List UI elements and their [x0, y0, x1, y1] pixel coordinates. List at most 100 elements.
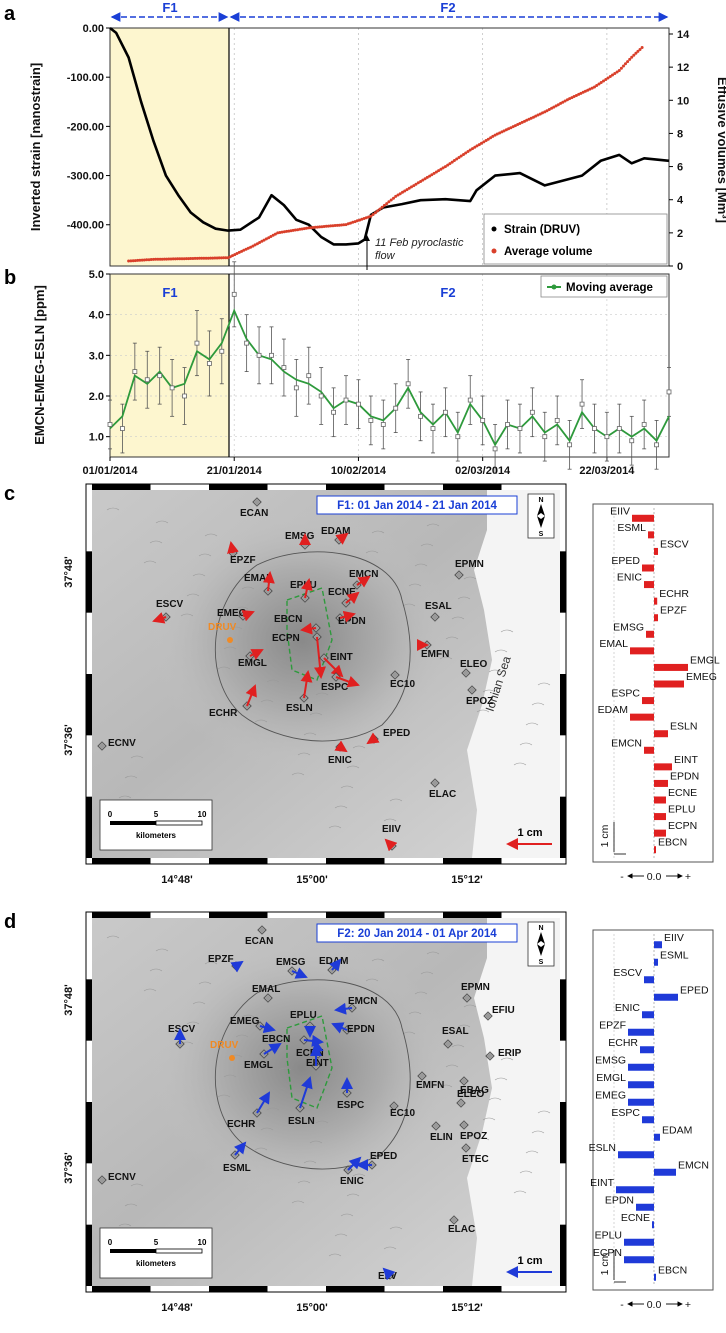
station-marker	[263, 993, 273, 1003]
bar-label: EMGL	[596, 1072, 626, 1084]
station-label: EPDN	[347, 1024, 375, 1035]
data-point	[405, 381, 411, 387]
terrain-hatch	[260, 1127, 274, 1131]
volume-point	[410, 185, 413, 189]
station-marker	[97, 1175, 107, 1185]
data-point	[592, 426, 597, 431]
bar-label: ENIC	[617, 572, 643, 584]
bar-chart-frame	[592, 503, 714, 863]
bar	[642, 1116, 654, 1124]
displacement-vector	[335, 532, 349, 545]
volume-point	[293, 228, 297, 232]
data-point	[579, 401, 585, 407]
bar	[642, 697, 654, 705]
terrain-hatch	[513, 1190, 527, 1194]
compass-box	[527, 493, 555, 539]
displacement-vector	[323, 657, 344, 678]
volume-point	[178, 257, 182, 261]
station-label: ESPC	[321, 682, 348, 693]
terrain-hatch	[340, 785, 354, 789]
terrain-hatch	[260, 699, 274, 703]
volume-point	[264, 237, 268, 241]
y-axis-title: EMCN-EMEG-ESLN [ppm]	[32, 285, 47, 445]
scale-segment	[110, 821, 156, 825]
data-point	[480, 417, 486, 423]
volume-point	[486, 137, 490, 141]
volume-point	[552, 105, 556, 109]
terrain-hatch	[149, 540, 163, 544]
map-title: F1: 01 Jan 2014 - 21 Jan 2014	[337, 500, 497, 512]
bar	[618, 1151, 654, 1159]
bar-label: EPDN	[605, 1194, 634, 1206]
bar	[636, 1203, 654, 1211]
volume-point	[563, 99, 567, 103]
bar-label: EDAM	[662, 1124, 692, 1136]
vector-scale-label: 1 cm	[517, 1255, 542, 1267]
terrain-hatch	[352, 1173, 366, 1177]
volume-point	[289, 229, 293, 233]
station-label: ESLN	[288, 1116, 315, 1127]
frame-segment	[209, 484, 268, 490]
bar	[654, 597, 658, 605]
station-label: EDAM	[319, 956, 348, 967]
volume-point	[491, 134, 495, 138]
x-tick-label: 01/01/2014	[82, 465, 138, 477]
volume-point	[617, 69, 621, 72]
terrain-hatch	[204, 533, 218, 537]
x-tick-label: 02/03/2014	[455, 465, 511, 477]
station-label: EDAM	[321, 526, 350, 537]
panel-d: d F2: 20 Jan 2014 - 01 Apr 2014 N S 37°48' 3…	[4, 911, 714, 1314]
frame-segment	[92, 1286, 151, 1292]
frame-segment	[443, 858, 502, 864]
volume-point	[371, 213, 375, 216]
volume-point	[608, 75, 612, 78]
terrain-hatch	[254, 1147, 268, 1151]
compass-box	[527, 921, 555, 967]
data-point	[219, 348, 225, 354]
data-point	[604, 434, 610, 440]
data-point	[666, 389, 672, 395]
volume-point	[611, 73, 614, 77]
volume-point	[446, 163, 450, 167]
station-label: EMGL	[238, 658, 267, 669]
panel-b-frame	[109, 273, 670, 458]
volume-point	[131, 259, 135, 263]
volume-point	[258, 241, 262, 244]
volume-point	[138, 258, 142, 262]
terrain-hatch	[500, 629, 514, 633]
volume-point	[149, 258, 153, 261]
frame-segment	[86, 796, 92, 858]
bar-chart-d: EIIV ESML ESCV EPED ENIC EPZF ECHR EMSG EMGL EMEG…	[589, 929, 714, 1311]
bar	[648, 531, 654, 539]
bar-label: ECNE	[621, 1212, 650, 1224]
bar-axis-plus: +	[685, 1299, 691, 1311]
volcano-contour	[214, 979, 411, 1170]
right-tick-label: 0	[677, 261, 683, 273]
left-axis-ticks: 0.00 -100.00 -200.00 -300.00 -400.00	[67, 23, 110, 232]
f2-phase-label-b: F2	[440, 285, 455, 300]
panel-a-letter: a	[4, 3, 16, 25]
volume-point	[619, 66, 623, 70]
frame-segment	[86, 551, 92, 613]
druv-marker	[227, 637, 233, 643]
scale-tick: 0	[108, 810, 113, 819]
bar	[654, 547, 658, 555]
station-label: ECHR	[227, 1119, 256, 1130]
scale-segment	[110, 1249, 156, 1253]
volume-point	[407, 186, 411, 190]
frame-segment	[326, 858, 385, 864]
terrain-hatch	[315, 1120, 329, 1124]
station-marker	[459, 1120, 469, 1130]
frame-segment	[92, 484, 151, 490]
volume-point	[271, 233, 275, 237]
terrain-hatch	[309, 712, 323, 716]
volume-point	[327, 224, 330, 228]
map-d: F2: 20 Jan 2014 - 01 Apr 2014 N S 37°48' 37°…	[63, 911, 567, 1314]
data-point	[554, 417, 560, 423]
station-label: EINT	[306, 1058, 329, 1069]
volume-point	[387, 200, 391, 204]
f1-phase-label: F1	[162, 0, 177, 15]
station-label: ESCV	[156, 599, 184, 610]
station-label: ELEO	[457, 1089, 484, 1100]
volume-point	[176, 257, 180, 261]
